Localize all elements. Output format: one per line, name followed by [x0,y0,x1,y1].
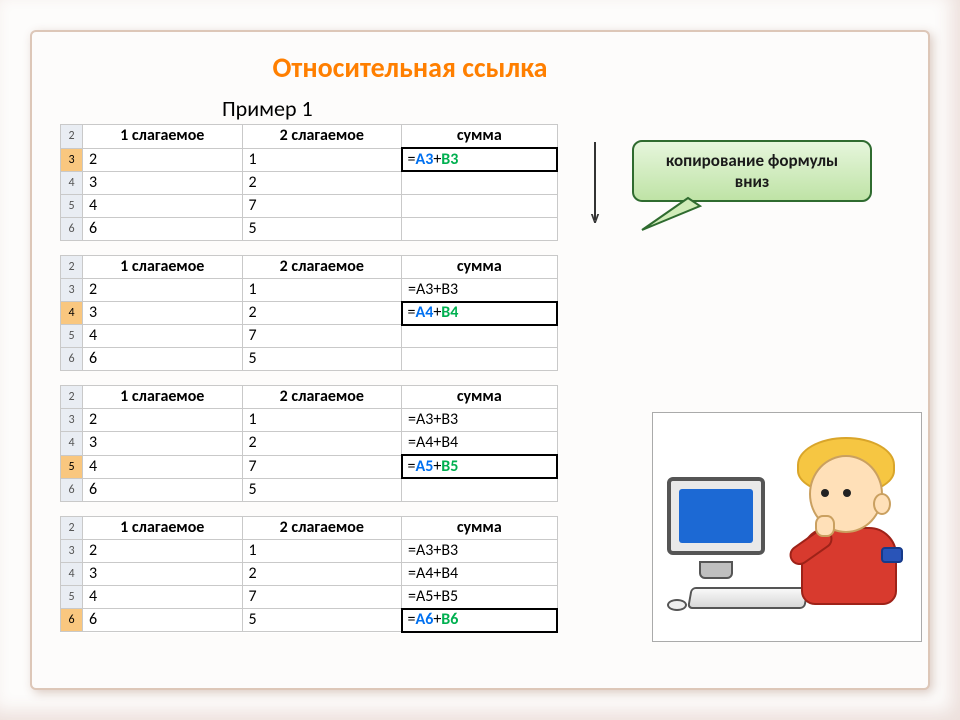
column-header: 2 слагаемое [242,386,402,409]
cell[interactable]: 2 [82,409,242,432]
row-number: 6 [61,217,83,240]
formula-cell[interactable]: =A6+B6 [402,609,557,632]
column-header: 1 слагаемое [82,125,242,149]
formula-cell[interactable] [402,171,557,194]
cell[interactable]: 2 [82,148,242,171]
row-number: 3 [61,409,83,432]
cell[interactable]: 6 [82,217,242,240]
formula-cell[interactable] [402,348,557,371]
column-header: 2 слагаемое [242,125,402,149]
column-header: 1 слагаемое [82,255,242,278]
formula-cell[interactable]: =A4+B4 [402,432,557,456]
slide-title: Относительная ссылка [0,50,928,85]
formula-cell[interactable]: =A3+B3 [402,539,557,562]
callout-line2: вниз [634,171,870,192]
cell[interactable]: 1 [242,539,402,562]
formula-cell[interactable]: =A5+B5 [402,585,557,609]
cell[interactable]: 2 [242,302,402,325]
row-number: 5 [61,325,83,348]
row-number: 6 [61,348,83,371]
row-number: 3 [61,539,83,562]
cell[interactable]: 2 [82,278,242,302]
column-header: сумма [402,255,557,278]
spreadsheet-table: 21 слагаемое2 слагаемоесумма321=A3+B3432… [60,255,558,372]
row-number: 2 [61,125,83,149]
cell[interactable]: 3 [82,171,242,194]
cell[interactable]: 6 [82,609,242,632]
cell[interactable]: 6 [82,348,242,371]
formula-cell[interactable] [402,217,557,240]
row-number: 2 [61,255,83,278]
column-header: 2 слагаемое [242,516,402,539]
column-header: сумма [402,125,557,149]
tables-container: 21 слагаемое2 слагаемоесумма321=A3+B3432… [60,124,570,647]
column-header: сумма [402,516,557,539]
row-number: 4 [61,562,83,585]
cell[interactable]: 1 [242,409,402,432]
row-number: 4 [61,171,83,194]
column-header: сумма [402,386,557,409]
cell[interactable]: 7 [242,455,402,478]
row-number: 3 [61,148,83,171]
cell[interactable]: 1 [242,278,402,302]
formula-cell[interactable]: =A3+B3 [402,148,557,171]
cell[interactable]: 4 [82,194,242,217]
row-number: 6 [61,478,83,501]
cell[interactable]: 7 [242,585,402,609]
row-number: 5 [61,194,83,217]
cell[interactable]: 2 [242,171,402,194]
callout-line1: копирование формулы [634,150,870,171]
column-header: 1 слагаемое [82,516,242,539]
column-header: 1 слагаемое [82,386,242,409]
formula-cell[interactable]: =A5+B5 [402,455,557,478]
cell[interactable]: 7 [242,325,402,348]
row-number: 2 [61,516,83,539]
cell[interactable]: 5 [242,609,402,632]
row-number: 5 [61,585,83,609]
cell[interactable]: 4 [82,585,242,609]
cell[interactable]: 6 [82,478,242,501]
row-number: 6 [61,609,83,632]
cell[interactable]: 2 [242,432,402,456]
formula-cell[interactable]: =A3+B3 [402,409,557,432]
cell[interactable]: 3 [82,302,242,325]
formula-cell[interactable] [402,194,557,217]
cell[interactable]: 5 [242,217,402,240]
cell[interactable]: 2 [242,562,402,585]
cell[interactable]: 7 [242,194,402,217]
cell[interactable]: 5 [242,348,402,371]
spreadsheet-table: 21 слагаемое2 слагаемоесумма321=A3+B3432… [60,385,558,502]
formula-cell[interactable] [402,325,557,348]
slide-subtitle: Пример 1 [222,95,928,122]
formula-cell[interactable]: =A4+B4 [402,562,557,585]
row-number: 4 [61,302,83,325]
slide-frame: Относительная ссылка Пример 1 21 слагаем… [30,30,930,690]
spreadsheet-table: 21 слагаемое2 слагаемоесумма321=A3+B3432… [60,516,558,633]
row-number: 4 [61,432,83,456]
cell[interactable]: 3 [82,432,242,456]
copy-arrow: V [594,142,595,222]
column-header: 2 слагаемое [242,255,402,278]
formula-cell[interactable] [402,478,557,501]
cell[interactable]: 2 [82,539,242,562]
cell[interactable]: 4 [82,455,242,478]
cell[interactable]: 5 [242,478,402,501]
row-number: 5 [61,455,83,478]
cell[interactable]: 1 [242,148,402,171]
callout-bubble: копирование формулы вниз [632,140,872,202]
formula-cell[interactable]: =A4+B4 [402,302,557,325]
formula-cell[interactable]: =A3+B3 [402,278,557,302]
spreadsheet-table: 21 слагаемое2 слагаемоесумма321=A3+B3432… [60,124,558,241]
cell[interactable]: 4 [82,325,242,348]
row-number: 2 [61,386,83,409]
boy-computer-illustration [652,412,922,642]
row-number: 3 [61,278,83,302]
cell[interactable]: 3 [82,562,242,585]
